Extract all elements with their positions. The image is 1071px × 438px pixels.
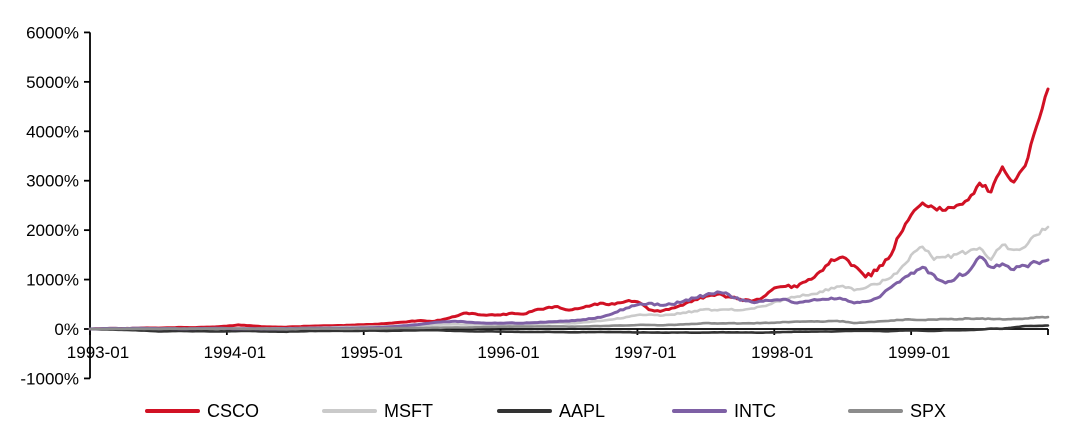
y-axis-tick-label: 3000% <box>26 172 79 191</box>
x-axis-tick-label: 1995-01 <box>341 343 403 362</box>
y-axis-tick-label: 4000% <box>26 122 79 141</box>
x-axis-tick-label: 1994-01 <box>204 343 266 362</box>
legend-swatch-msft <box>322 409 377 413</box>
x-axis-tick-label: 1996-01 <box>477 343 539 362</box>
x-axis-tick-label: 1999-01 <box>888 343 950 362</box>
y-axis-tick-label: -1000% <box>20 369 79 388</box>
legend-label-intc: INTC <box>734 401 776 421</box>
legend-item-aapl: AAPL <box>497 398 605 424</box>
x-axis-tick-label: 1998-01 <box>751 343 813 362</box>
legend-swatch-aapl <box>497 409 552 413</box>
y-axis-tick-label: 1000% <box>26 271 79 290</box>
legend-label-aapl: AAPL <box>559 401 606 421</box>
legend-label-msft: MSFT <box>384 401 433 421</box>
legend-swatch-spx <box>848 409 903 413</box>
legend-item-csco: CSCO <box>145 398 259 424</box>
series-line-csco <box>88 87 1050 331</box>
legend-item-intc: INTC <box>672 398 776 424</box>
x-axis-tick-label: 1993-01 <box>67 343 129 362</box>
legend-item-spx: SPX <box>848 398 946 424</box>
legend-label-csco: CSCO <box>207 401 260 421</box>
y-axis-tick-label: 2000% <box>26 221 79 240</box>
y-axis-tick-label: 5000% <box>26 73 79 92</box>
legend-swatch-intc <box>672 409 727 413</box>
legend-swatch-csco <box>145 409 200 413</box>
series-line-intc <box>88 255 1050 331</box>
x-axis-tick-label: 1997-01 <box>614 343 676 362</box>
legend-item-msft: MSFT <box>322 398 433 424</box>
y-axis-tick-label: 6000% <box>26 23 79 42</box>
chart-legend: CSCO MSFT AAPL INTC SPX <box>0 398 1071 428</box>
y-axis-tick-label: 0% <box>54 320 79 339</box>
legend-label-spx: SPX <box>910 401 947 421</box>
series-line-aapl <box>88 324 1050 334</box>
series-line-spx <box>88 315 1050 331</box>
